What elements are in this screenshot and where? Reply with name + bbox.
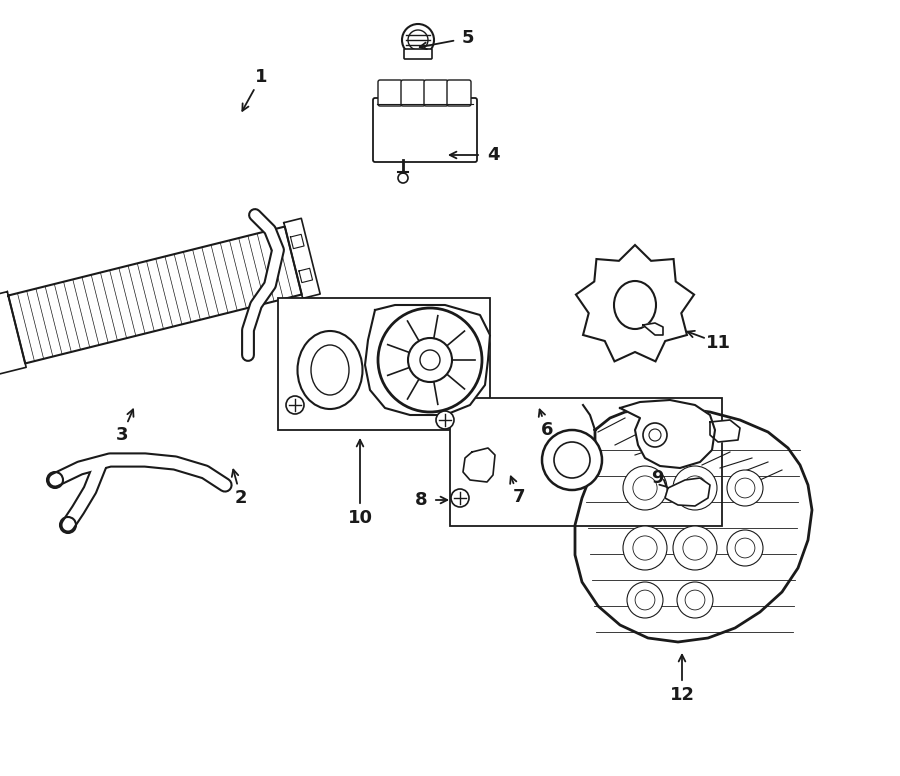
Ellipse shape (311, 345, 349, 395)
Circle shape (727, 470, 763, 506)
Text: 4: 4 (487, 146, 500, 164)
Circle shape (643, 423, 667, 447)
Text: 3: 3 (116, 426, 128, 444)
Ellipse shape (614, 281, 656, 329)
FancyBboxPatch shape (404, 49, 432, 59)
Text: 1: 1 (255, 68, 267, 86)
Circle shape (623, 466, 667, 510)
Polygon shape (643, 323, 663, 335)
Text: 5: 5 (462, 29, 474, 47)
Ellipse shape (298, 331, 363, 409)
Text: 9: 9 (651, 469, 663, 487)
Circle shape (673, 526, 717, 570)
Polygon shape (0, 292, 26, 376)
Circle shape (402, 24, 434, 56)
FancyBboxPatch shape (378, 80, 402, 106)
Circle shape (286, 396, 304, 414)
Circle shape (378, 308, 482, 412)
Text: 6: 6 (541, 421, 554, 439)
Text: 8: 8 (415, 491, 428, 509)
Bar (450, 398, 722, 526)
Polygon shape (8, 227, 302, 363)
Polygon shape (620, 400, 715, 468)
Circle shape (408, 30, 428, 50)
Polygon shape (576, 245, 694, 362)
Circle shape (542, 430, 602, 490)
Circle shape (436, 411, 454, 429)
Circle shape (677, 582, 713, 618)
FancyBboxPatch shape (424, 80, 448, 106)
Polygon shape (710, 420, 740, 442)
Polygon shape (299, 268, 312, 282)
Circle shape (623, 526, 667, 570)
Text: 11: 11 (706, 334, 731, 352)
Text: 12: 12 (670, 686, 695, 704)
Polygon shape (284, 218, 320, 298)
FancyBboxPatch shape (373, 98, 477, 162)
Text: 7: 7 (513, 488, 526, 506)
Bar (278, 298, 490, 430)
Circle shape (727, 530, 763, 566)
Polygon shape (665, 478, 710, 506)
Polygon shape (575, 408, 812, 642)
Circle shape (420, 350, 440, 370)
Circle shape (673, 466, 717, 510)
Text: 2: 2 (235, 489, 248, 507)
Circle shape (451, 489, 469, 507)
Circle shape (554, 442, 590, 478)
Polygon shape (291, 234, 304, 248)
Text: 10: 10 (347, 509, 373, 527)
Circle shape (408, 338, 452, 382)
FancyBboxPatch shape (401, 80, 425, 106)
FancyBboxPatch shape (447, 80, 471, 106)
Polygon shape (365, 305, 490, 415)
Polygon shape (463, 448, 495, 482)
Circle shape (627, 582, 663, 618)
